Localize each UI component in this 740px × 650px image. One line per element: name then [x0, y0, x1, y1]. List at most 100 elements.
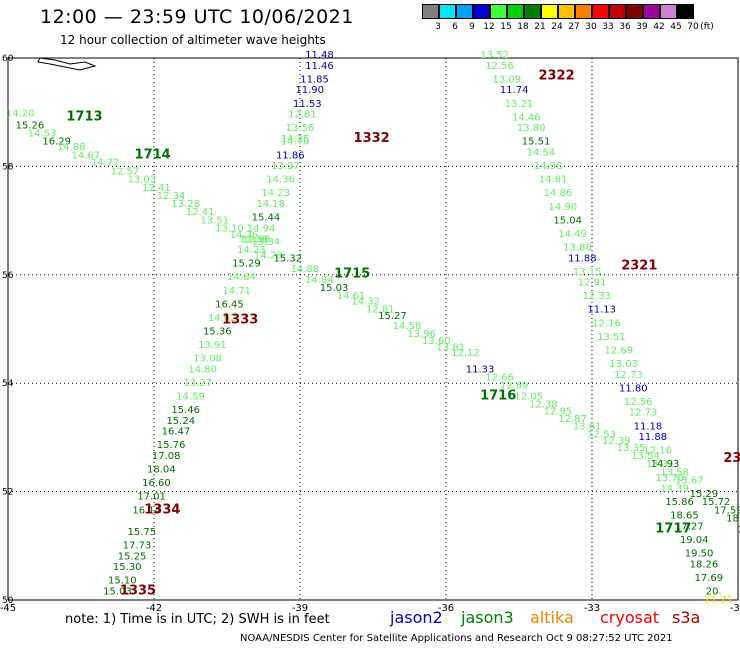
wave-height-value: 12.56 — [624, 397, 653, 408]
legend-swatch-24 — [541, 4, 558, 19]
wave-height-value: 13.31 — [646, 459, 675, 470]
legend-swatch-12 — [473, 4, 490, 19]
units-note: note: 1) Time is in UTC; 2) SWH is in fe… — [65, 612, 330, 627]
wave-height-value: 13.54 — [631, 451, 660, 462]
lat-tick-label: 60 — [2, 54, 14, 64]
legend-label-70: 70 — [687, 22, 699, 32]
satellite-jason3: jason3 — [461, 608, 514, 627]
wave-height-value: 20. — [706, 587, 722, 598]
satellite-s3a: s3a — [672, 608, 701, 627]
wave-height-value: 15.30 — [113, 562, 142, 573]
wave-height-value: 13.34 — [252, 237, 281, 248]
legend-label-42: 42 — [653, 22, 665, 32]
wave-height-value: 13.91 — [198, 340, 227, 351]
lon-tick-label: -33 — [584, 603, 600, 614]
wave-height-value: 14.59 — [176, 391, 205, 402]
wave-height-value: 17.69 — [694, 573, 723, 584]
wave-height-value: 13.52 — [480, 50, 509, 61]
wave-height-value: 12.34 — [157, 191, 186, 202]
pass-number-label: 1714 — [135, 147, 171, 162]
wave-height-value: 14.25 — [281, 134, 310, 145]
wave-height-value: 18.29 — [726, 513, 740, 524]
wave-height-value: 15.27 — [378, 311, 407, 322]
wave-height-value: 14.93 — [651, 459, 680, 470]
wave-height-value: 17.73 — [123, 541, 152, 552]
wave-height-value: 11.74 — [500, 85, 529, 96]
pass-number-label: 1333 — [222, 313, 258, 328]
wave-height-value: 15.26 — [16, 120, 45, 131]
wave-height-value: 19.04 — [680, 535, 709, 546]
wave-height-value: 17.08 — [152, 451, 181, 462]
wave-height-value: 12.69 — [500, 381, 529, 392]
wave-height-value: 14.54 — [527, 148, 556, 159]
wave-height-value: 12.16 — [643, 446, 672, 457]
wave-height-value: 14.32 — [351, 297, 380, 308]
wave-height-value: 12.33 — [583, 291, 612, 302]
wave-height-value: 14.49 — [558, 229, 587, 240]
wave-height-value: 11.88 — [639, 432, 668, 443]
legend-swatch-39 — [626, 4, 643, 19]
pass-number-label: 2321 — [621, 258, 657, 273]
lat-tick-label: 56 — [2, 271, 14, 281]
wave-height-value: 14.94 — [247, 223, 276, 234]
wave-height-value: 12.87 — [558, 414, 587, 425]
wave-height-value: 14.53 — [28, 129, 57, 140]
wave-height-value: 14.64 — [227, 272, 256, 283]
wave-height-value: 14.61 — [337, 291, 366, 302]
wave-height-value: 16.60 — [142, 478, 171, 489]
wave-height-value: 12.73 — [614, 370, 643, 381]
wave-height-value: 11.90 — [295, 85, 324, 96]
legend-label-6: 6 — [452, 22, 458, 32]
wave-height-value: 13.88 — [563, 242, 592, 253]
wave-height-value: 14.80 — [188, 364, 217, 375]
pass-number-label: 1715 — [334, 267, 370, 282]
wave-height-value: 15.72 — [702, 497, 731, 508]
wave-height-value: 13.96 — [407, 329, 436, 340]
wave-height-value: 17.59 — [714, 505, 740, 516]
wave-height-value: 13.51 — [597, 332, 626, 343]
wave-height-value: 15.46 — [171, 405, 200, 416]
wave-height-value: 12.41 — [142, 183, 171, 194]
wave-height-value: 11.85 — [300, 74, 329, 85]
lon-tick-label: -30 — [730, 603, 740, 614]
wave-height-value: 12.38 — [239, 234, 268, 245]
legend-unit: (ft) — [700, 22, 714, 32]
wave-height-value: 11.86 — [276, 150, 305, 161]
wave-height-value: 13.15 — [573, 267, 602, 278]
legend-swatch-36 — [609, 4, 626, 19]
wave-height-value: 11.80 — [619, 383, 648, 394]
wave-height-value: 11.88 — [568, 253, 597, 264]
wave-height-value: 15.29 — [232, 259, 261, 270]
page-subtitle: 12 hour collection of altimeter wave hei… — [60, 33, 326, 47]
legend-swatch-21 — [524, 4, 541, 19]
wave-height-value: 15.75 — [128, 527, 157, 538]
wave-height-value: 12.73 — [629, 408, 658, 419]
wave-height-value: 12.69 — [604, 345, 633, 356]
wave-height-value: 13.61 — [573, 421, 602, 432]
wave-height-value: 12.98 — [242, 234, 271, 245]
wave-height-value: 13.51 — [201, 215, 230, 226]
wave-height-value: 15.03 — [320, 283, 349, 294]
wave-height-value: 14.23 — [261, 188, 290, 199]
legend-label-21: 21 — [534, 22, 546, 32]
wave-height-value: 13.67 — [675, 475, 704, 486]
wave-height-value: 13.35 — [617, 443, 646, 454]
wave-height-value: 13.08 — [193, 354, 222, 365]
wave-height-value: 14.88 — [291, 264, 320, 275]
legend-label-24: 24 — [551, 22, 563, 32]
wave-height-value: 14.36 — [230, 230, 259, 241]
wave-height-value: 14.46 — [512, 112, 541, 123]
legend-label-18: 18 — [517, 22, 529, 32]
legend-label-45: 45 — [670, 22, 682, 32]
legend-label-12: 12 — [483, 22, 495, 32]
wave-height-value: 14.02 — [208, 313, 237, 324]
wave-height-value: 15.29 — [690, 489, 719, 500]
wave-height-value: 12.38 — [529, 400, 558, 411]
wave-height-value: 14.36 — [266, 175, 295, 186]
legend-swatch-18 — [507, 4, 524, 19]
legend-swatch-70 — [677, 4, 694, 19]
pass-number-label: 1332 — [354, 131, 390, 146]
legend-label-9: 9 — [469, 22, 475, 32]
wave-height-value: 12.81 — [288, 110, 317, 121]
